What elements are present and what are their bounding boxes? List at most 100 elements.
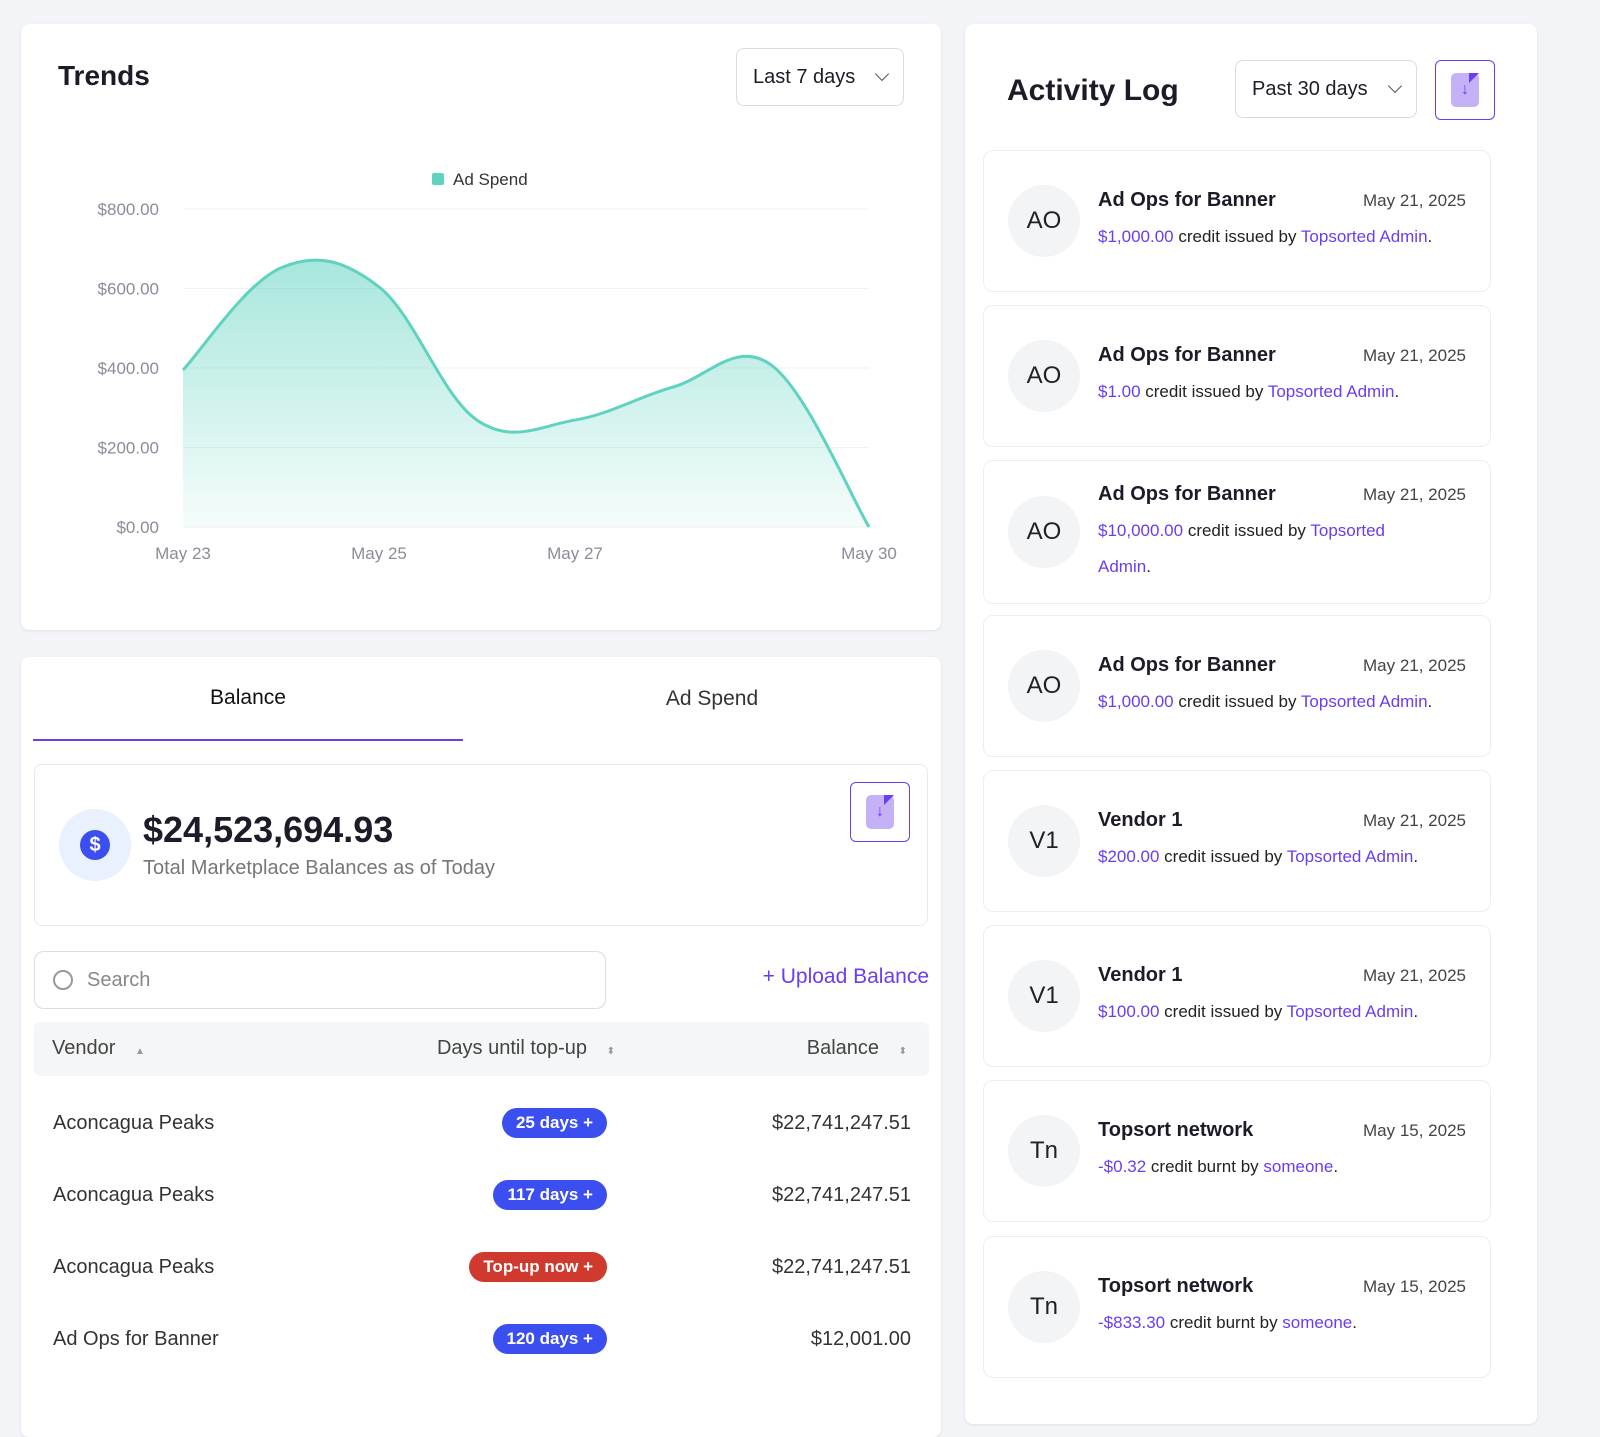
actor-link[interactable]: Topsorted Admin — [1286, 847, 1414, 866]
vendor-name: Ad Ops for Banner — [53, 1327, 219, 1350]
days-badge[interactable]: 25 days + — [501, 1108, 607, 1138]
amount: $1,000.00 — [1098, 227, 1174, 246]
days-badge[interactable]: Top-up now + — [469, 1252, 607, 1282]
activity-text: $1,000.00 credit issued by Topsorted Adm… — [1098, 692, 1433, 711]
activity-date: May 21, 2025 — [1362, 191, 1466, 210]
total-balance-box: $ $24,523,694.93 Total Marketplace Balan… — [34, 764, 928, 926]
amount: $100.00 — [1098, 1002, 1160, 1021]
balance-card: Balance Ad Spend $ $24,523,694.93 Total … — [21, 657, 941, 1437]
activity-name: Vendor 1 — [1098, 964, 1183, 986]
table-row[interactable]: Ad Ops for Banner 120 days + $12,001.00 — [35, 1303, 927, 1375]
x-tick-label: May 25 — [351, 544, 407, 563]
trends-card: Trends Last 7 days $0.00 $200.00 $400.00 $6… — [21, 24, 941, 630]
activity-date: May 21, 2025 — [1362, 485, 1466, 504]
avatar: AO — [1008, 185, 1080, 257]
x-tick-label: May 27 — [547, 544, 603, 563]
activity-item[interactable]: AO Ad Ops for Banner May 21, 2025 $1.00 … — [983, 305, 1491, 447]
upload-balance-link[interactable]: + Upload Balance — [762, 965, 929, 988]
actor-link[interactable]: Topsorted Admin — [1098, 521, 1386, 576]
amount: $200.00 — [1098, 847, 1160, 866]
activity-name: Vendor 1 — [1098, 809, 1183, 831]
trends-title: Trends — [58, 60, 150, 91]
avatar: Tn — [1008, 1115, 1080, 1187]
table-header: Vendor ▲ Days until top-up ⬍ Balance ⬍ — [34, 1022, 929, 1076]
vendor-name: Aconcagua Peaks — [53, 1111, 215, 1134]
activity-name: Topsort network — [1098, 1119, 1254, 1141]
vendor-name: Aconcagua Peaks — [53, 1183, 215, 1206]
days-badge[interactable]: 120 days + — [492, 1324, 607, 1354]
activity-range-dropdown[interactable]: Past 30 days — [1235, 60, 1417, 118]
dollar-icon: $ — [59, 809, 131, 881]
avatar: V1 — [1008, 805, 1080, 877]
activity-text: $10,000.00 credit issued by Topsorted Ad… — [1098, 521, 1386, 576]
activity-item[interactable]: V1 Vendor 1 May 21, 2025 $100.00 credit … — [983, 925, 1491, 1067]
file-download-icon: ↓ — [1451, 73, 1479, 107]
tab-ad-spend[interactable]: Ad Spend — [665, 687, 759, 710]
actor-link[interactable]: Topsorted Admin — [1267, 382, 1395, 401]
x-tick-label: May 23 — [155, 544, 211, 563]
activity-date: May 15, 2025 — [1362, 1121, 1466, 1140]
balance-value: $12,001.00 — [810, 1327, 911, 1350]
avatar: Tn — [1008, 1271, 1080, 1343]
activity-date: May 21, 2025 — [1362, 346, 1466, 365]
search-input[interactable]: Search — [34, 951, 606, 1009]
y-tick-label: $600.00 — [98, 280, 159, 299]
amount: -$0.32 — [1098, 1157, 1147, 1176]
activity-text: $100.00 credit issued by Topsorted Admin… — [1098, 1002, 1419, 1021]
actor-link[interactable]: Topsorted Admin — [1286, 1002, 1414, 1021]
y-tick-label: $400.00 — [98, 359, 159, 378]
activity-name: Ad Ops for Banner — [1098, 654, 1276, 676]
download-balance-button[interactable]: ↓ — [850, 782, 910, 842]
avatar: AO — [1008, 650, 1080, 722]
range-label: Last 7 days — [753, 65, 856, 88]
activity-item[interactable]: AO Ad Ops for Banner May 21, 2025 $1,000… — [983, 615, 1491, 757]
activity-item[interactable]: Tn Topsort network May 15, 2025 -$833.30… — [983, 1236, 1491, 1378]
legend-label: Ad Spend — [453, 170, 528, 189]
balance-value: $22,741,247.51 — [771, 1183, 911, 1206]
balance-value: $22,741,247.51 — [771, 1255, 911, 1278]
activity-title: Activity Log — [1007, 74, 1179, 107]
activity-item[interactable]: V1 Vendor 1 May 21, 2025 $200.00 credit … — [983, 770, 1491, 912]
y-tick-label: $200.00 — [98, 439, 159, 458]
activity-name: Ad Ops for Banner — [1098, 483, 1276, 505]
total-balance-subtitle: Total Marketplace Balances as of Today — [143, 857, 496, 879]
trends-range-dropdown[interactable]: Last 7 days — [736, 48, 904, 106]
actor-link[interactable]: Topsorted Admin — [1300, 692, 1428, 711]
actor-link[interactable]: someone — [1282, 1313, 1353, 1332]
search-icon — [53, 970, 73, 990]
column-days[interactable]: Days until top-up ⬍ — [436, 1037, 615, 1059]
ad-spend-chart: $0.00 $200.00 $400.00 $600.00 $800.00 May 23 M… — [98, 170, 897, 563]
table-row[interactable]: Aconcagua Peaks 25 days + $22,741,247.51 — [35, 1087, 927, 1159]
activity-date: May 15, 2025 — [1362, 1277, 1466, 1296]
activity-item[interactable]: Tn Topsort network May 15, 2025 -$0.32 c… — [983, 1080, 1491, 1222]
search-placeholder: Search — [87, 968, 151, 991]
column-balance[interactable]: Balance ⬍ — [806, 1037, 907, 1059]
amount: $1.00 — [1098, 382, 1141, 401]
tab-balance[interactable]: Balance — [33, 657, 463, 741]
total-balance-value: $24,523,694.93 — [143, 809, 394, 850]
sort-icon: ⬍ — [898, 1046, 907, 1057]
avatar: AO — [1008, 340, 1080, 412]
amount: -$833.30 — [1098, 1313, 1166, 1332]
chevron-down-icon — [1387, 78, 1403, 94]
days-badge[interactable]: 117 days + — [493, 1180, 607, 1210]
area-fill — [183, 260, 869, 527]
download-activity-button[interactable]: ↓ — [1435, 60, 1495, 120]
column-vendor[interactable]: Vendor ▲ — [52, 1037, 145, 1059]
y-tick-label: $0.00 — [116, 518, 159, 537]
y-tick-label: $800.00 — [98, 200, 159, 219]
activity-text: -$0.32 credit burnt by someone. — [1098, 1157, 1339, 1176]
table-row[interactable]: Aconcagua Peaks 117 days + $22,741,247.5… — [35, 1159, 927, 1231]
activity-item[interactable]: AO Ad Ops for Banner May 21, 2025 $10,00… — [983, 460, 1491, 604]
actor-link[interactable]: Topsorted Admin — [1300, 227, 1428, 246]
activity-text: -$833.30 credit burnt by someone. — [1098, 1313, 1357, 1332]
sort-asc-icon: ▲ — [134, 1046, 145, 1057]
series-line-ad-spend — [181, 258, 871, 528]
avatar: AO — [1008, 496, 1080, 568]
legend-swatch — [432, 173, 444, 185]
activity-item[interactable]: AO Ad Ops for Banner May 21, 2025 $1,000… — [983, 150, 1491, 292]
activity-name: Topsort network — [1098, 1275, 1254, 1297]
actor-link[interactable]: someone — [1263, 1157, 1334, 1176]
table-row[interactable]: Aconcagua Peaks Top-up now + $22,741,247… — [35, 1231, 927, 1303]
sort-icon: ⬍ — [606, 1046, 615, 1057]
